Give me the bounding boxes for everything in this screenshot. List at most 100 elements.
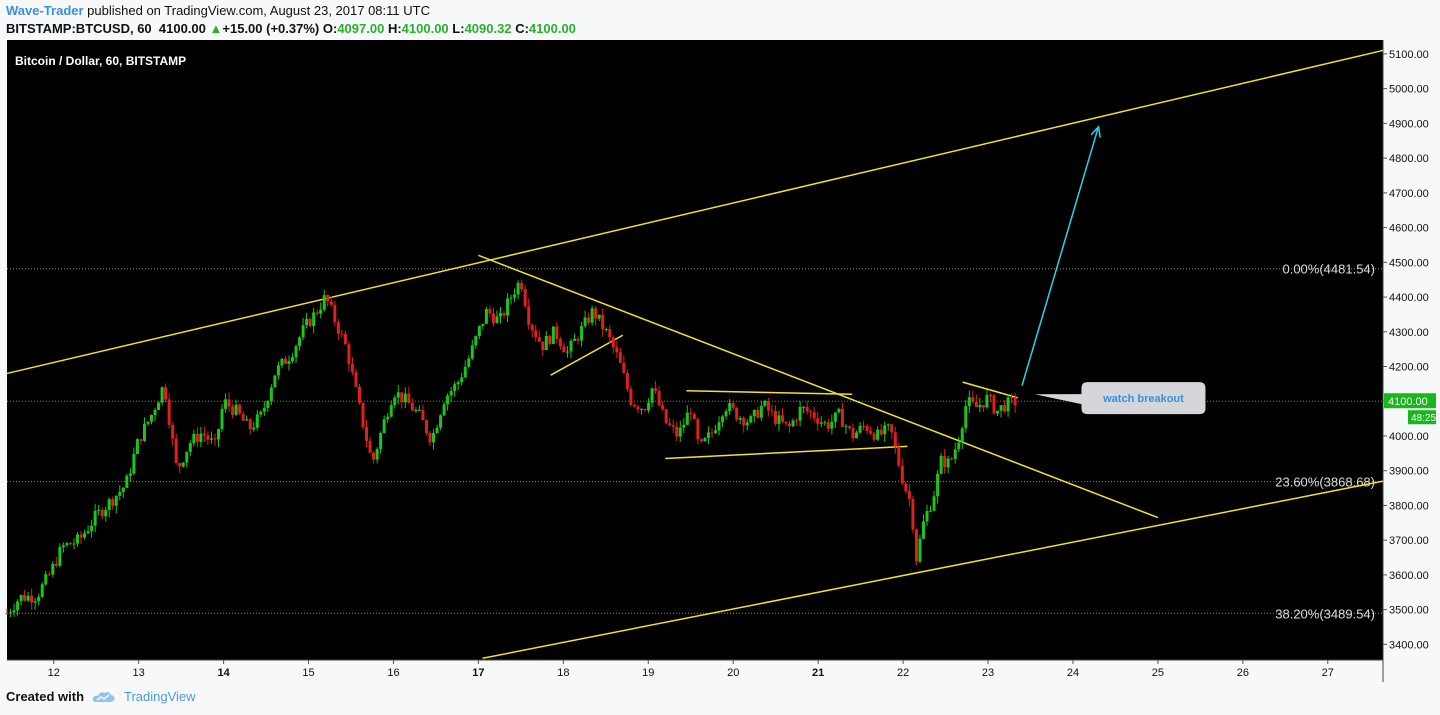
x-tick-label: 21 (812, 667, 824, 679)
candle-body (534, 330, 538, 338)
trendline-triangle-top (686, 390, 853, 396)
y-tick-label: 3700.00 (1389, 535, 1429, 547)
candle-body (936, 473, 940, 497)
candle-body (178, 463, 182, 467)
candle-body (650, 388, 654, 403)
candle-body (47, 574, 51, 576)
candle-body (996, 410, 1000, 414)
candle-body (65, 543, 69, 546)
candle-body (502, 313, 506, 316)
candle-body (678, 427, 682, 437)
candle-body (372, 452, 376, 460)
candle-body (322, 295, 326, 310)
candle-body (597, 314, 601, 319)
candle-body (847, 426, 851, 429)
time-axis (7, 660, 1383, 682)
candle-body (858, 425, 862, 433)
candle-body (999, 405, 1003, 411)
candle-body (107, 499, 111, 511)
candle-body (812, 412, 816, 419)
candle-body (809, 411, 813, 413)
y-tick-label: 4700.00 (1389, 188, 1429, 200)
trendlines (6, 49, 1384, 659)
low-value: 4090.32 (464, 21, 512, 36)
candle-body (9, 612, 13, 614)
candle-body (576, 338, 580, 341)
candle-body (449, 390, 453, 396)
candle-body (685, 412, 689, 425)
candle-body (759, 405, 763, 418)
candle-body (773, 410, 777, 424)
candle-body (569, 340, 573, 352)
candle-body (703, 437, 707, 442)
candle-body (40, 584, 44, 597)
candle-body (238, 404, 242, 414)
author-link[interactable]: Wave-Trader (6, 3, 84, 18)
projection-arrow (1021, 126, 1100, 386)
candle-body (421, 409, 425, 421)
candle-body (551, 326, 555, 344)
candle-body (562, 346, 566, 353)
candle-body (879, 429, 883, 435)
candle-body (181, 462, 185, 467)
candle-body (643, 409, 647, 411)
candle-body (463, 366, 467, 378)
candle-body (185, 451, 189, 463)
candle-body (396, 392, 400, 398)
candle-body (432, 433, 436, 443)
candle-body (862, 425, 866, 427)
x-tick-label: 17 (472, 667, 484, 679)
candle-body (957, 442, 961, 450)
candle-body (770, 410, 774, 412)
candle-body (5, 613, 9, 615)
tradingview-cloud-icon (92, 691, 115, 702)
candle-body (171, 424, 175, 439)
candle-body (350, 364, 354, 372)
candle-body (75, 534, 79, 544)
candle-body (520, 282, 524, 290)
candle-body (61, 545, 65, 547)
candle-body (68, 543, 72, 545)
candle-body (326, 295, 330, 302)
candle-body (611, 337, 615, 348)
y-tick-label: 3400.00 (1389, 639, 1429, 651)
candle-body (890, 424, 894, 433)
x-tick-label: 27 (1322, 667, 1334, 679)
candle-body (439, 415, 443, 428)
candle-body (798, 407, 802, 421)
candle-body (1003, 405, 1007, 412)
candle-body (495, 316, 499, 323)
candle-body (128, 473, 132, 476)
candle-body (823, 422, 827, 424)
candle-body (354, 371, 358, 387)
trendline-descending (478, 254, 1159, 519)
candle-body (206, 435, 210, 440)
candle-body (125, 475, 129, 488)
candle-body (523, 289, 527, 307)
candle-body (974, 401, 978, 408)
candle-body (731, 403, 735, 408)
candle-body (699, 439, 703, 442)
candle-body (446, 395, 450, 405)
candle-body (460, 377, 464, 383)
candle-body (964, 406, 968, 429)
candle-body (710, 432, 714, 434)
candle-body (424, 420, 428, 434)
tradingview-link[interactable]: TradingView (124, 689, 196, 704)
candle-body (1013, 397, 1017, 406)
candle-body (971, 397, 975, 402)
x-tick-label: 23 (982, 667, 994, 679)
high-value: 4100.00 (401, 21, 449, 36)
publish-info: Wave-Trader published on TradingView.com… (6, 3, 430, 18)
candle-body (248, 419, 252, 430)
candle-body (509, 297, 513, 299)
candle-body (657, 390, 661, 406)
candle-body (93, 510, 97, 526)
candle-body (414, 409, 418, 411)
candle-body (283, 358, 287, 364)
candle-body (111, 499, 115, 506)
countdown-tag (1408, 410, 1436, 425)
candle-body (315, 312, 319, 314)
candle-body (629, 388, 633, 405)
